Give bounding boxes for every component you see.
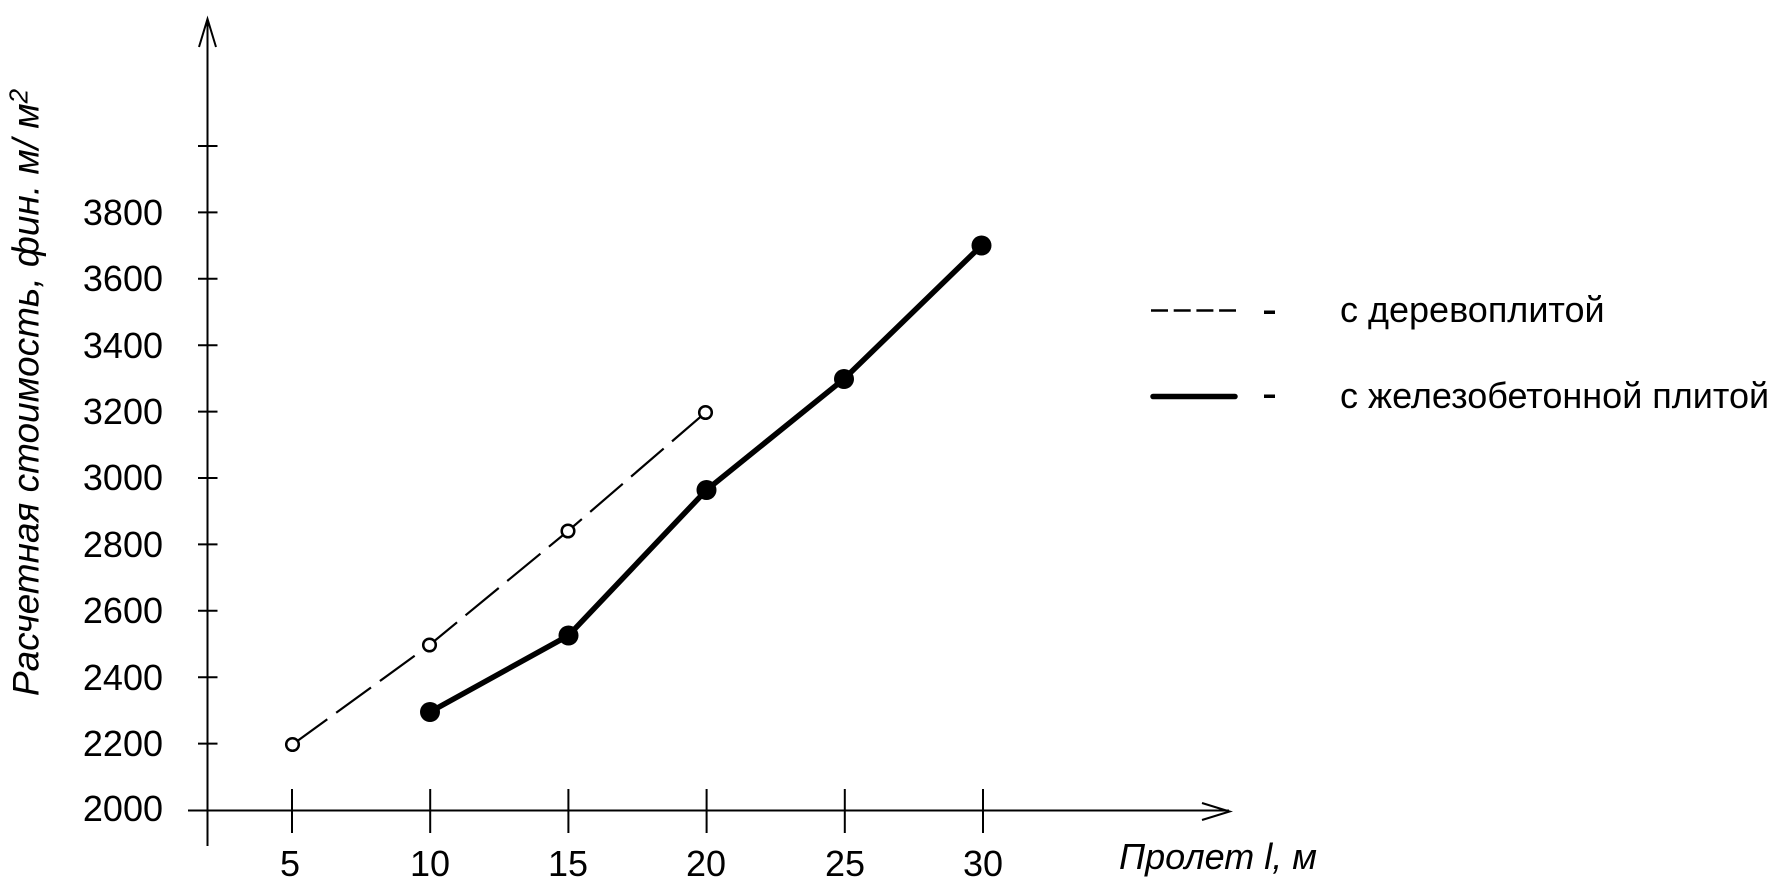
svg-text:3200: 3200 bbox=[83, 391, 163, 432]
svg-text:Пролет l, м: Пролет l, м bbox=[1119, 836, 1317, 877]
svg-text:3000: 3000 bbox=[83, 457, 163, 498]
svg-text:3800: 3800 bbox=[83, 192, 163, 233]
svg-text:3400: 3400 bbox=[83, 325, 163, 366]
svg-text:30: 30 bbox=[963, 843, 1003, 884]
svg-text:с железобетонной плитой: с железобетонной плитой bbox=[1340, 375, 1769, 416]
svg-text:3600: 3600 bbox=[83, 258, 163, 299]
svg-text:20: 20 bbox=[686, 843, 726, 884]
svg-text:2200: 2200 bbox=[83, 723, 163, 764]
svg-text:10: 10 bbox=[410, 843, 450, 884]
svg-text:2400: 2400 bbox=[83, 657, 163, 698]
svg-text:Расчетная стоимость, фин. м/ м: Расчетная стоимость, фин. м/ м2 bbox=[4, 88, 47, 696]
svg-text:2800: 2800 bbox=[83, 524, 163, 565]
svg-text:25: 25 bbox=[825, 843, 865, 884]
svg-text:5: 5 bbox=[280, 843, 300, 884]
svg-text:2000: 2000 bbox=[83, 788, 163, 829]
svg-text:2600: 2600 bbox=[83, 590, 163, 631]
svg-text:с деревоплитой: с деревоплитой bbox=[1340, 289, 1605, 330]
svg-text:15: 15 bbox=[548, 843, 588, 884]
